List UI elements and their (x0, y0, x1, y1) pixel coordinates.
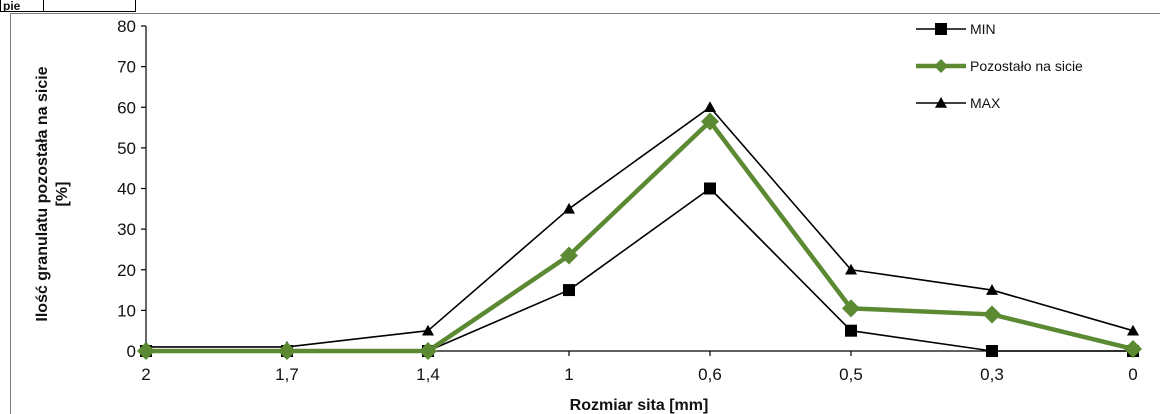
legend-marker (934, 59, 948, 73)
x-tick-label: 0,6 (698, 365, 722, 384)
y-tick-label: 80 (117, 17, 136, 36)
y-tick-label: 30 (117, 220, 136, 239)
legend-item: Pozostało na sicie (916, 58, 1083, 74)
data-point (422, 324, 434, 336)
line-chart: 0 10 20 30 40 50 60 70 80 2 1,7 1,4 1 0,6 0,5 0,3 0 Ilo… (34, 17, 1142, 414)
x-tick-label: 1,4 (416, 365, 440, 384)
series-line (146, 187, 1133, 352)
legend-label: Pozostało na sicie (970, 58, 1083, 74)
x-tick-label: 2 (141, 365, 150, 384)
data-point (842, 299, 860, 318)
data-point (845, 263, 857, 275)
y-tick-label: 50 (117, 139, 136, 158)
data-point (563, 202, 575, 214)
x-tick-label: 1 (564, 365, 573, 384)
data-point (986, 345, 998, 357)
legend-item: MAX (916, 95, 1001, 111)
data-point (845, 324, 857, 337)
y-tick-label: 60 (117, 98, 136, 117)
y-axis-title-line-1: Ilość granulatu pozostała na sicie (34, 66, 51, 321)
y-tick-label: 10 (117, 301, 136, 320)
data-point (983, 305, 1001, 324)
data-point (560, 246, 578, 265)
header-cell-2 (44, 0, 136, 12)
legend-marker (935, 23, 947, 35)
y-tick-label: 0 (127, 342, 136, 361)
data-point (278, 342, 296, 360)
x-tick-label: 1,7 (275, 365, 299, 384)
header-strip: pie (0, 0, 136, 12)
data-point (1124, 339, 1142, 358)
y-ticks: 0 10 20 30 40 50 60 70 80 (117, 17, 146, 361)
y-axis-title-line-2: [%] (54, 182, 71, 207)
legend-label: MIN (970, 21, 996, 37)
y-tick-label: 40 (117, 180, 136, 199)
legend-item: MIN (916, 21, 996, 37)
legend: MIN Pozostało na sicie MAX (916, 21, 1083, 111)
legend-label: MAX (970, 95, 1001, 111)
series-pozostało-na-sicie (137, 112, 1142, 360)
y-tick-label: 20 (117, 261, 136, 280)
data-point (137, 342, 155, 360)
x-tick-label: 0 (1128, 365, 1137, 384)
series-line (146, 119, 1134, 354)
data-point (704, 182, 716, 195)
x-axis-title: Rozmiar sita [mm] (570, 397, 709, 414)
series-min (140, 182, 1139, 357)
y-tick-label: 70 (117, 58, 136, 77)
data-point (563, 284, 575, 297)
x-tick-label: 0,5 (839, 365, 863, 384)
data-point (704, 101, 716, 113)
data-point (986, 284, 998, 295)
x-tick-label: 0,3 (980, 365, 1004, 384)
data-point (701, 112, 719, 131)
legend-marker (935, 97, 947, 108)
data-point (419, 342, 437, 360)
header-cell-1: pie (0, 0, 44, 12)
series-layer (137, 101, 1142, 360)
data-point (1127, 324, 1139, 336)
series-line (146, 106, 1134, 348)
chart-area: 0 10 20 30 40 50 60 70 80 2 1,7 1,4 1 0,6 0,5 0,3 0 Ilo… (10, 13, 1160, 414)
